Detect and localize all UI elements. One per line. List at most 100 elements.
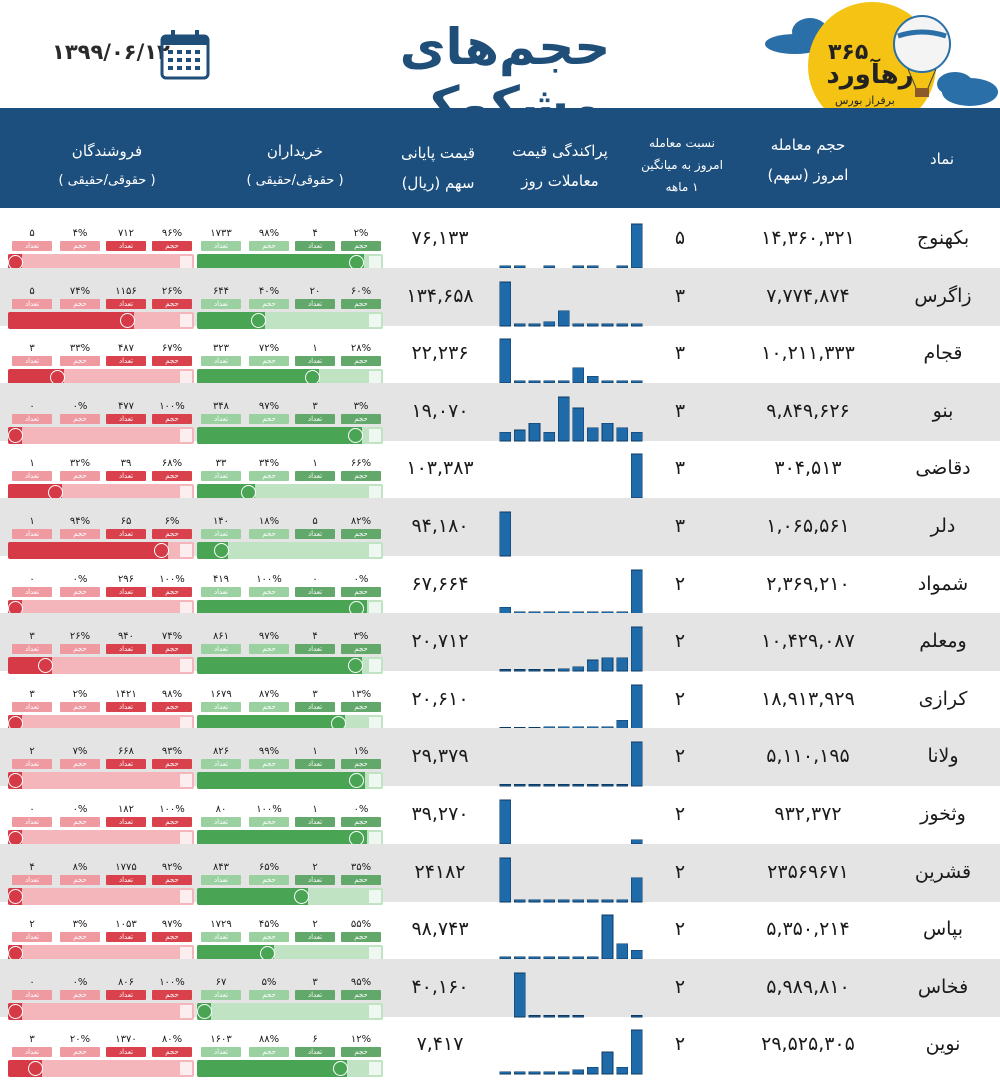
sell-legal-cnt: ۲۹۶ bbox=[117, 573, 135, 585]
price-cell: ۷۶,۱۳۳ bbox=[411, 227, 469, 249]
dispersion-bar bbox=[543, 669, 555, 672]
ratio-cell: ۳ bbox=[674, 399, 686, 422]
tag-label: حجم bbox=[60, 989, 100, 1000]
building-icon bbox=[180, 889, 192, 903]
buy-values: ۶۰% ۲۰ ۴۰% ۶۴۴ bbox=[197, 286, 383, 299]
tag-label: تعداد bbox=[106, 874, 146, 885]
tag-label: حجم bbox=[249, 817, 289, 827]
buy-legal-cnt: ۲۰ bbox=[309, 285, 321, 297]
sell-legal-cnt: ۶۵ bbox=[120, 516, 132, 527]
buy-real-cnt: ۱۷۳۳ bbox=[210, 228, 232, 239]
sell-real-pct: ۹۴% bbox=[69, 516, 91, 527]
sell-share-bar bbox=[8, 254, 194, 271]
buy-legal-cnt: ۴ bbox=[312, 228, 318, 239]
tag-label: حجم bbox=[60, 644, 100, 655]
price-dispersion-chart bbox=[499, 626, 643, 672]
table-row: قجام ۱۰,۲۱۱,۳۳۳ ۳ ۲۲,۲۳۶ ۲۸% ۱ ۷۲% ۳۲۳ حجم تعداد ح… bbox=[0, 325, 1000, 387]
column-price: قیمت پایانی سهم (ریال) bbox=[383, 138, 493, 198]
buy-real-pct: ۶۵% bbox=[258, 861, 280, 873]
tag-label: تعداد bbox=[106, 701, 146, 712]
buy-tags: حجم تعداد حجم تعداد bbox=[197, 241, 383, 252]
tag-label: تعداد bbox=[12, 989, 52, 1000]
sell-real-cnt: ۵ bbox=[29, 228, 35, 239]
volume-cell: ۹۳۲,۳۷۲ bbox=[774, 803, 842, 825]
sell-real-cnt: ۰ bbox=[29, 573, 35, 585]
tag-label: حجم bbox=[152, 1047, 192, 1058]
tag-label: تعداد bbox=[201, 298, 241, 309]
tag-label: تعداد bbox=[106, 1047, 146, 1058]
tag-label: تعداد bbox=[106, 413, 146, 424]
person-icon bbox=[214, 543, 229, 558]
price-dispersion-chart bbox=[499, 1030, 643, 1075]
buy-share-bar bbox=[197, 542, 383, 559]
dispersion-bar bbox=[572, 784, 585, 787]
sell-real-pct: ۳% bbox=[72, 919, 88, 931]
sell-real-cnt: ۴ bbox=[29, 861, 35, 873]
buy-tags: حجم تعداد حجم تعداد bbox=[197, 529, 383, 540]
tag-label: حجم bbox=[152, 759, 192, 770]
buy-real-pct: ۵% bbox=[261, 976, 277, 988]
column-price-line1: قیمت پایانی bbox=[400, 144, 476, 162]
building-icon bbox=[369, 889, 381, 903]
dispersion-bar bbox=[514, 899, 526, 902]
tag-label: حجم bbox=[249, 241, 289, 251]
building-icon bbox=[180, 428, 192, 442]
sell-values: ۹۳% ۶۶۸ ۷% ۲ bbox=[8, 746, 194, 759]
sell-legal-pct: ۲۶% bbox=[161, 285, 183, 297]
buy-real-cnt: ۱۷۲۹ bbox=[210, 919, 232, 931]
table-row: ولانا ۵,۱۱۰,۱۹۵ ۲ ۲۹,۳۷۹ ۱% ۱ ۹۹% ۸۲۶ حجم تعداد حج… bbox=[0, 728, 1000, 790]
tag-label: تعداد bbox=[12, 759, 52, 770]
buy-legal-pct: ۱۲% bbox=[350, 1034, 372, 1046]
building-icon bbox=[180, 774, 192, 788]
buy-tags: حجم تعداد حجم تعداد bbox=[197, 817, 383, 828]
tag-label: تعداد bbox=[201, 701, 241, 712]
person-icon bbox=[8, 888, 23, 904]
tag-label: تعداد bbox=[106, 989, 146, 1000]
buy-panel: ۱۳% ۳ ۸۷% ۱۶۷۹ حجم تعداد حجم تعداد bbox=[197, 689, 383, 732]
building-icon bbox=[369, 544, 381, 557]
volume-cell: ۲۳۵۶۹۶۷۱ bbox=[767, 860, 849, 883]
sell-panel: ۱۰۰% ۸۰۶ ۰% ۰ حجم تعداد حجم تعداد bbox=[8, 977, 194, 1020]
sell-values: ۱۰۰% ۴۷۷ ۰% ۰ bbox=[8, 401, 194, 414]
dispersion-bar bbox=[630, 454, 643, 499]
tag-label: تعداد bbox=[12, 471, 52, 482]
tag-label: حجم bbox=[341, 701, 381, 712]
tag-label: تعداد bbox=[295, 644, 335, 655]
ratio-cell: ۲ bbox=[674, 803, 686, 825]
tag-label: تعداد bbox=[12, 701, 52, 712]
column-ratio: نسبت معامله امروز به میانگین ۱ ماهه bbox=[622, 132, 742, 198]
column-ratio-line3: ۱ ماهه bbox=[665, 180, 699, 194]
buy-real-cnt: ۱۴۰ bbox=[212, 516, 230, 527]
buy-real-pct: ۷۲% bbox=[258, 343, 280, 355]
tag-label: حجم bbox=[152, 644, 192, 655]
volume-cell: ۱۰,۲۱۱,۳۳۳ bbox=[761, 342, 855, 365]
tag-label: حجم bbox=[60, 356, 100, 367]
table-row: بپاس ۵,۳۵۰,۲۱۴ ۲ ۹۸,۷۴۳ ۵۵% ۲ ۴۵% ۱۷۲۹ حجم تعداد ح… bbox=[0, 901, 1000, 963]
buy-real-pct: ۱۰۰% bbox=[256, 804, 282, 815]
tag-label: حجم bbox=[249, 701, 289, 712]
sell-panel: ۶۷% ۴۸۷ ۳۳% ۳ حجم تعداد حجم تعداد bbox=[8, 343, 194, 387]
buy-panel: ۳% ۳ ۹۷% ۳۴۸ حجم تعداد حجم تعداد bbox=[197, 401, 383, 444]
buy-tags: حجم تعداد حجم تعداد bbox=[197, 356, 383, 367]
dispersion-bar bbox=[543, 899, 555, 902]
tag-label: تعداد bbox=[12, 932, 52, 943]
sell-tags: حجم تعداد حجم تعداد bbox=[8, 874, 194, 886]
buy-legal-cnt: ۲ bbox=[312, 919, 318, 931]
tag-label: حجم bbox=[60, 874, 100, 885]
sell-legal-pct: ۹۲% bbox=[161, 861, 183, 873]
tag-label: حجم bbox=[152, 586, 192, 597]
buy-tags: حجم تعداد حجم تعداد bbox=[197, 298, 383, 310]
buy-legal-cnt: ۱ bbox=[312, 343, 318, 355]
sell-real-cnt: ۱ bbox=[29, 516, 35, 527]
buy-values: ۱۲% ۶ ۸۸% ۱۶۰۳ bbox=[197, 1034, 383, 1047]
tag-label: تعداد bbox=[201, 586, 241, 597]
column-volume-line1: حجم معامله bbox=[770, 136, 846, 154]
sell-legal-pct: ۶۸% bbox=[161, 458, 183, 470]
sell-real-cnt: ۳ bbox=[29, 343, 35, 355]
buy-values: ۳% ۳ ۹۷% ۳۴۸ bbox=[197, 401, 383, 414]
symbol-cell: وثخوز bbox=[920, 803, 966, 825]
person-icon bbox=[154, 543, 169, 558]
dispersion-bar bbox=[528, 899, 541, 902]
ratio-cell: ۳ bbox=[674, 342, 686, 365]
tag-label: تعداد bbox=[201, 413, 241, 424]
